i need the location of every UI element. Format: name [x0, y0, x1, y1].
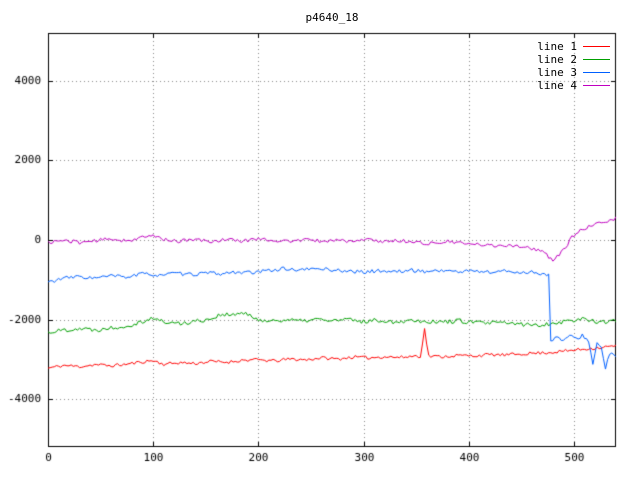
legend-line-sample — [583, 72, 610, 73]
legend-label: line 4 — [537, 79, 577, 92]
legend-line-sample — [583, 85, 610, 86]
legend-item: line 4 — [537, 80, 610, 91]
legend-item: line 3 — [537, 67, 610, 78]
legend-label: line 1 — [537, 40, 577, 53]
chart-title: p4640_18 — [305, 11, 359, 24]
legend-line-sample — [583, 46, 610, 47]
legend-label: line 2 — [537, 53, 577, 66]
legend-item: line 2 — [537, 54, 610, 65]
legend-line-sample — [583, 59, 610, 60]
legend-item: line 1 — [537, 41, 610, 52]
chart-legend: line 1 line 2 line 3 line 4 — [537, 41, 610, 91]
legend-label: line 3 — [537, 66, 577, 79]
